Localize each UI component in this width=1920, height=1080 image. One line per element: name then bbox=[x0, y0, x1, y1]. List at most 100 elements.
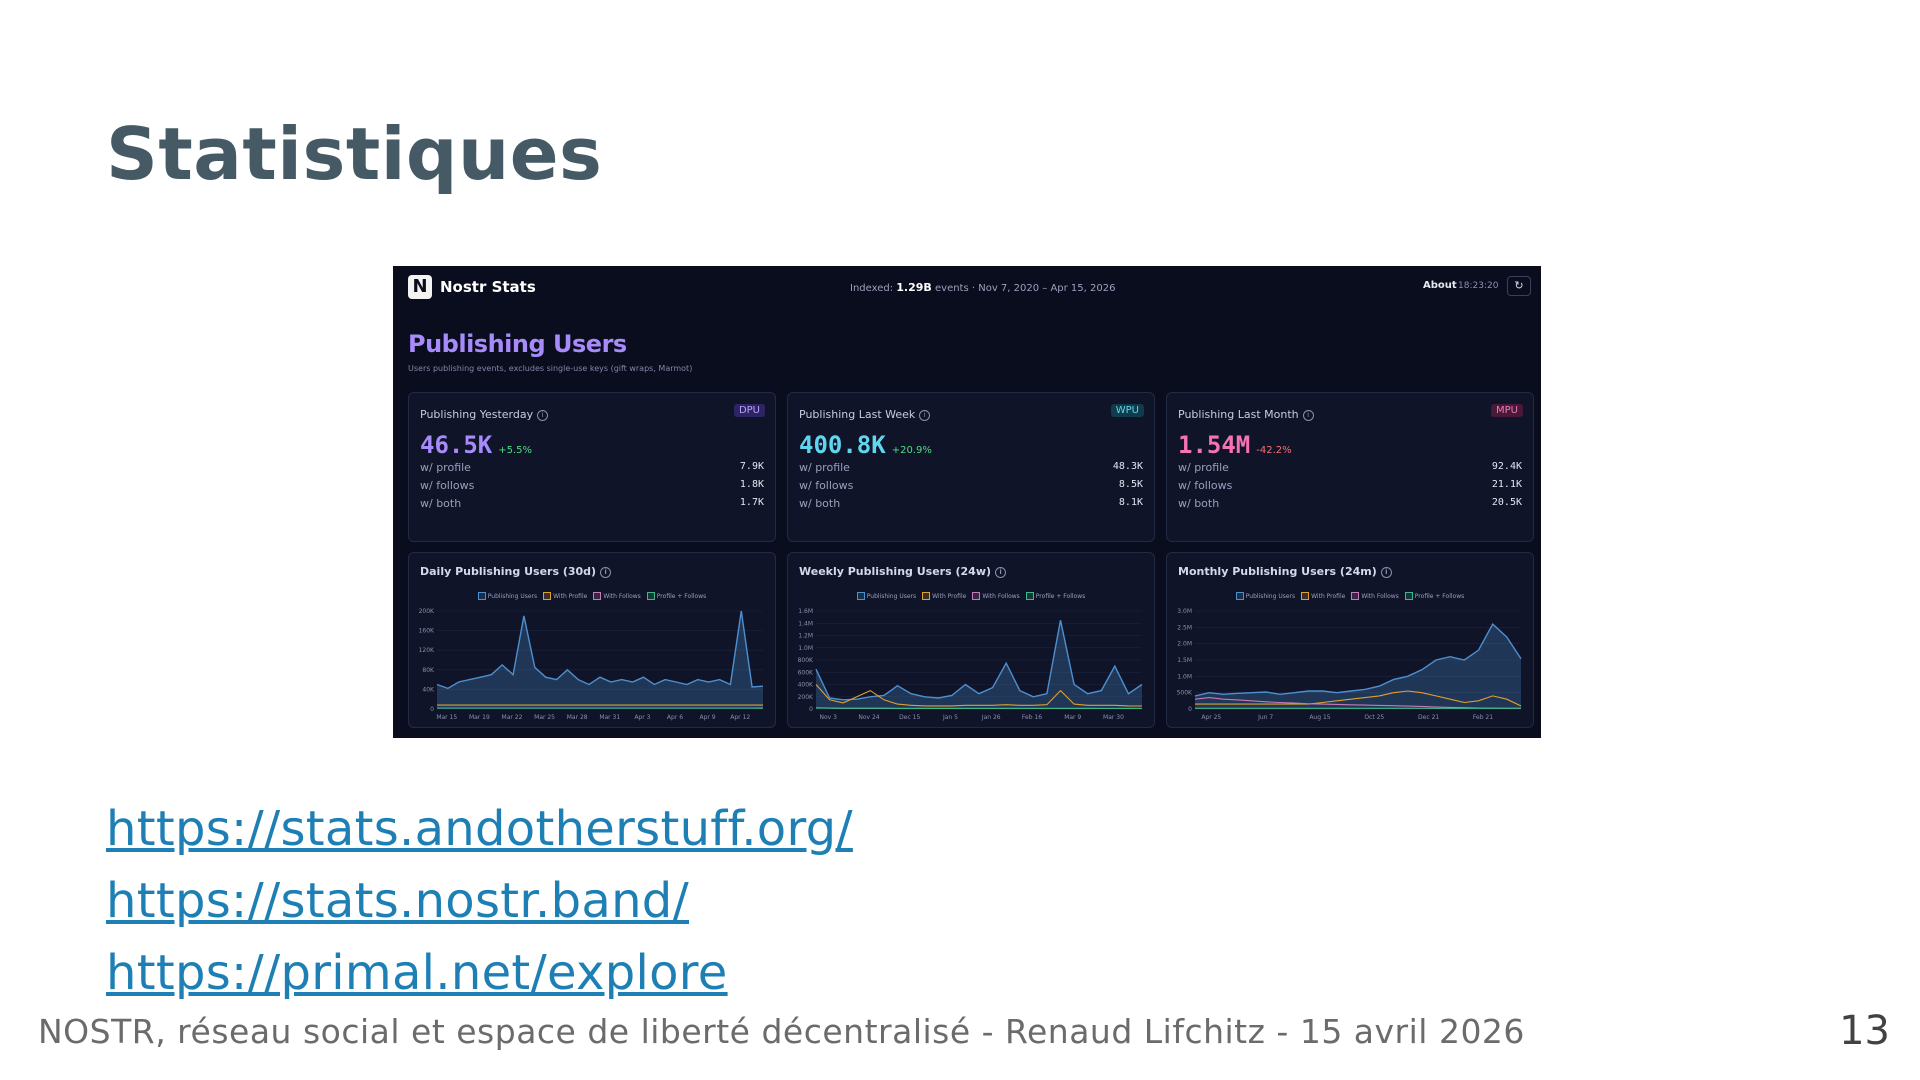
legend-item[interactable]: Publishing Users bbox=[856, 592, 916, 600]
legend-swatch bbox=[856, 592, 865, 600]
legend-item[interactable]: With Follows bbox=[972, 592, 1020, 600]
x-tick-label: Apr 12 bbox=[730, 714, 750, 721]
y-tick-label: 1.5M bbox=[1177, 657, 1192, 664]
chart-title: Daily Publishing Users (30d) i bbox=[420, 565, 612, 578]
kpi-change: +20.9% bbox=[891, 445, 932, 456]
legend-label: With Follows bbox=[982, 592, 1020, 600]
series-area bbox=[816, 620, 1142, 709]
info-icon[interactable]: i bbox=[600, 566, 612, 578]
kpi-value: 1.54M -42.2% bbox=[1178, 431, 1292, 459]
legend-item[interactable]: With Follows bbox=[1351, 592, 1399, 600]
x-tick-label: Apr 3 bbox=[634, 714, 650, 721]
legend-label: Profile + Follows bbox=[1035, 592, 1086, 600]
y-tick-label: 400K bbox=[798, 682, 814, 689]
link-primal-explore[interactable]: https://primal.net/explore bbox=[106, 945, 728, 1001]
x-tick-label: Dec 15 bbox=[899, 714, 920, 721]
kpi-label: Publishing Last Week i bbox=[799, 408, 931, 421]
info-icon[interactable]: i bbox=[919, 409, 931, 421]
legend-swatch bbox=[922, 592, 931, 600]
weekly-chart: 0 200K 400K 600K 800K 1.0M 1.2M 1.4M 1.6M Nov 3 No… bbox=[798, 608, 1143, 721]
slide-footer: NOSTR, réseau social et espace de libert… bbox=[38, 1012, 1525, 1051]
info-icon[interactable]: i bbox=[1302, 409, 1314, 421]
refresh-icon[interactable]: ↻ bbox=[1507, 276, 1531, 296]
dashboard-navbar: N Nostr Stats Indexed: 1.29B events · No… bbox=[393, 266, 1541, 310]
x-tick-label: Feb 21 bbox=[1473, 714, 1493, 721]
legend-label: With Profile bbox=[932, 592, 967, 600]
x-tick-label: Mar 9 bbox=[1064, 714, 1081, 721]
x-tick-label: Feb 16 bbox=[1022, 714, 1042, 721]
y-tick-label: 1.0M bbox=[798, 645, 813, 652]
legend-item[interactable]: Profile + Follows bbox=[1404, 592, 1464, 600]
series-line bbox=[1195, 690, 1522, 707]
x-tick-label: Mar 28 bbox=[567, 714, 588, 721]
kpi-badge: WPU bbox=[1110, 404, 1144, 417]
link-nostr-band[interactable]: https://stats.nostr.band/ bbox=[106, 873, 690, 929]
y-tick-label: 1.4M bbox=[798, 620, 813, 627]
x-tick-label: Mar 15 bbox=[436, 714, 457, 721]
kpi-badge: MPU bbox=[1491, 404, 1523, 417]
y-tick-label: 1.0M bbox=[1177, 673, 1192, 680]
y-tick-label: 200K bbox=[419, 608, 435, 615]
kpi-row-follows: w/ follows 8.5K bbox=[799, 479, 1143, 492]
chart-card-daily: Daily Publishing Users (30d) i Publishing… bbox=[408, 552, 776, 728]
legend-item[interactable]: Publishing Users bbox=[1235, 592, 1296, 600]
kpi-change: -42.2% bbox=[1256, 445, 1292, 456]
page-number: 13 bbox=[1839, 1008, 1890, 1054]
kpi-row-both: w/ both 20.5K bbox=[1178, 497, 1522, 510]
series-line bbox=[436, 610, 764, 690]
indexed-value: 1.29B bbox=[896, 281, 932, 294]
legend-item[interactable]: Profile + Follows bbox=[1025, 592, 1086, 600]
x-tick-label: Dec 21 bbox=[1418, 714, 1439, 721]
brand-name[interactable]: Nostr Stats bbox=[440, 278, 536, 296]
legend-label: With Profile bbox=[553, 592, 588, 600]
info-icon[interactable]: i bbox=[1380, 566, 1392, 578]
info-icon[interactable]: i bbox=[995, 566, 1007, 578]
x-tick-label: Apr 25 bbox=[1201, 714, 1221, 721]
about-link[interactable]: About bbox=[1423, 280, 1457, 291]
legend-item[interactable]: Publishing Users bbox=[477, 592, 537, 600]
kpi-row-profile: w/ profile 48.3K bbox=[799, 461, 1143, 474]
legend-swatch bbox=[1351, 592, 1360, 600]
x-tick-label: Nov 3 bbox=[820, 714, 838, 721]
kpi-change: +5.5% bbox=[498, 445, 533, 456]
x-tick-label: Nov 24 bbox=[858, 714, 879, 721]
legend-item[interactable]: With Profile bbox=[922, 592, 967, 600]
series-area bbox=[1195, 624, 1521, 709]
link-andotherstuff[interactable]: https://stats.andotherstuff.org/ bbox=[106, 801, 853, 857]
legend-item[interactable]: With Profile bbox=[543, 592, 588, 600]
legend-swatch bbox=[1404, 592, 1413, 600]
x-tick-label: Mar 30 bbox=[1103, 714, 1124, 721]
y-tick-label: 2.0M bbox=[1177, 641, 1192, 648]
chart-legend: Publishing Users With Profile With Follows… bbox=[409, 592, 775, 600]
x-tick-label: Apr 9 bbox=[700, 714, 716, 721]
legend-item[interactable]: With Follows bbox=[593, 592, 641, 600]
chart-title: Monthly Publishing Users (24m) i bbox=[1178, 565, 1392, 578]
x-tick-label: Apr 6 bbox=[667, 714, 683, 721]
chart-legend: Publishing Users With Profile With Follows… bbox=[1167, 592, 1533, 600]
legend-label: Publishing Users bbox=[1245, 592, 1296, 600]
dashboard-heading: Publishing Users bbox=[408, 330, 627, 358]
legend-swatch bbox=[477, 592, 486, 600]
indexed-info: Indexed: 1.29B events · Nov 7, 2020 – Ap… bbox=[850, 281, 1115, 294]
legend-item[interactable]: With Profile bbox=[1301, 592, 1345, 600]
monthly-chart: 0 500K 1.0M 1.5M 2.0M 2.5M 3.0M Apr 25 Jun 7 Aug … bbox=[1177, 608, 1522, 721]
legend-item[interactable]: Profile + Follows bbox=[646, 592, 706, 600]
y-tick-label: 500K bbox=[1177, 690, 1193, 697]
kpi-card-mpu: Publishing Last Month i MPU 1.54M -42.2% w… bbox=[1166, 392, 1534, 542]
slide-title: Statistiques bbox=[106, 112, 603, 196]
nostr-logo-icon[interactable]: N bbox=[408, 275, 432, 299]
y-tick-label: 160K bbox=[419, 628, 435, 635]
series-line bbox=[815, 684, 1143, 707]
chart-title: Weekly Publishing Users (24w) i bbox=[799, 565, 1007, 578]
indexed-suffix: events · Nov 7, 2020 – Apr 15, 2026 bbox=[935, 283, 1116, 294]
reference-links: https://stats.andotherstuff.org/ https:/… bbox=[106, 793, 853, 1009]
info-icon[interactable]: i bbox=[537, 409, 549, 421]
x-tick-label: Jan 26 bbox=[981, 714, 1001, 721]
x-tick-label: Mar 25 bbox=[534, 714, 555, 721]
chart-card-weekly: Weekly Publishing Users (24w) i Publishin… bbox=[787, 552, 1155, 728]
y-tick-label: 0 bbox=[1188, 706, 1192, 713]
y-tick-label: 120K bbox=[419, 647, 435, 654]
y-tick-label: 600K bbox=[798, 669, 814, 676]
legend-label: With Follows bbox=[603, 592, 641, 600]
legend-swatch bbox=[1235, 592, 1244, 600]
